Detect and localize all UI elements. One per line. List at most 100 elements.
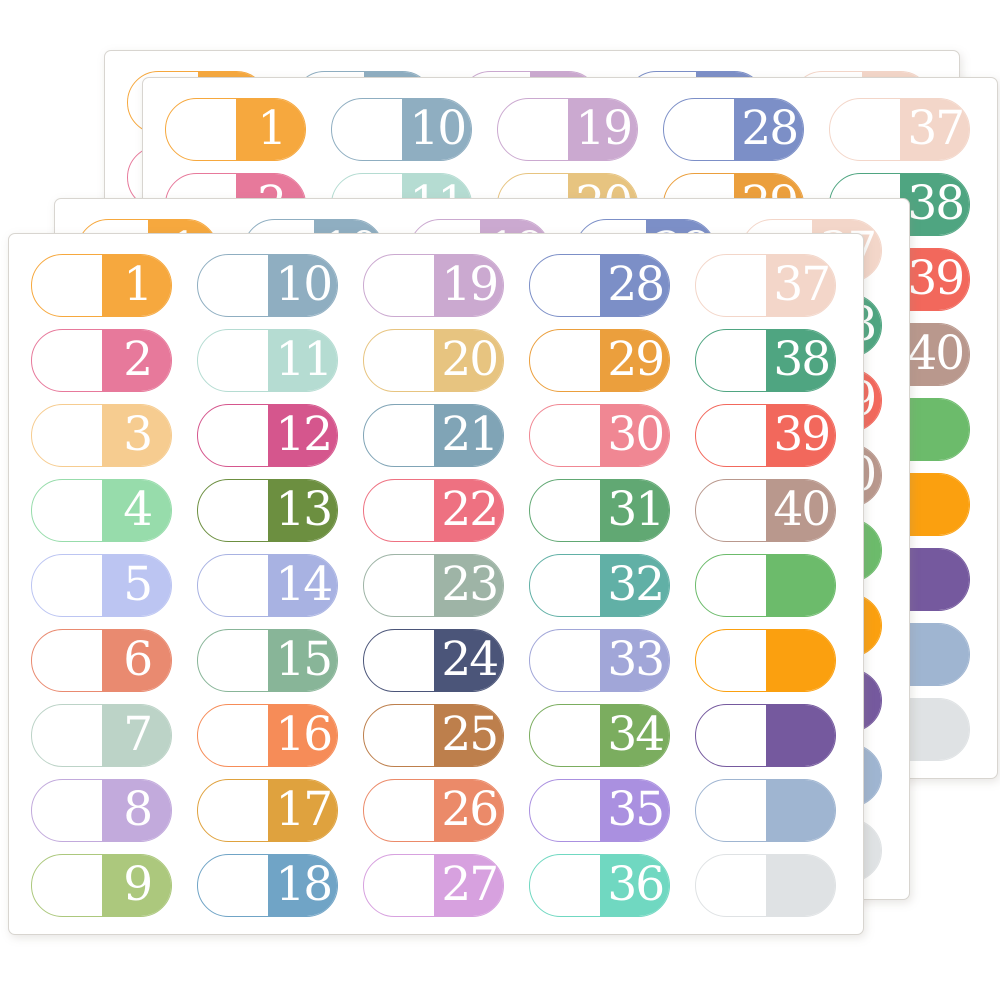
- pill-number-31: 31: [607, 482, 665, 537]
- pill-number-17: 17: [275, 782, 333, 837]
- pill-number-36: 36: [607, 857, 665, 912]
- pill-color-half: 29: [599, 330, 669, 391]
- pill-number-33: 33: [607, 632, 665, 687]
- pill-7: 7: [31, 704, 172, 767]
- pill-color-half: 19: [567, 99, 637, 160]
- pill-number-9: 9: [123, 857, 153, 912]
- pill-blank-3: [695, 704, 836, 767]
- pill-number-39: 39: [773, 407, 831, 462]
- pill-30: 30: [529, 404, 670, 467]
- pill-number-39: 39: [907, 251, 965, 306]
- pill-33: 33: [529, 629, 670, 692]
- pill-5: 5: [31, 554, 172, 617]
- pill-28: 28: [663, 98, 804, 161]
- pill-18: 18: [197, 854, 338, 917]
- pill-color-half: 35: [599, 780, 669, 841]
- pill-color-half: [899, 399, 969, 460]
- pill-color-half: 22: [433, 480, 503, 541]
- pill-9: 9: [31, 854, 172, 917]
- pill-34: 34: [529, 704, 670, 767]
- pill-blank-1: [695, 554, 836, 617]
- pill-number-38: 38: [907, 176, 965, 231]
- pill-color-half: 12: [267, 405, 337, 466]
- pill-color-half: 40: [899, 324, 969, 385]
- pill-color-half: 33: [599, 630, 669, 691]
- pill-color-half: 7: [101, 705, 171, 766]
- pill-color-half: 24: [433, 630, 503, 691]
- pill-number-8: 8: [123, 782, 153, 837]
- pill-color-half: 40: [765, 480, 835, 541]
- pill-color-half: 27: [433, 855, 503, 916]
- pill-color-half: 38: [765, 330, 835, 391]
- pill-10: 10: [331, 98, 472, 161]
- pill-number-34: 34: [607, 707, 665, 762]
- pill-color-half: 21: [433, 405, 503, 466]
- pill-color-half: [765, 555, 835, 616]
- pill-color-half: [765, 630, 835, 691]
- pill-color-half: 8: [101, 780, 171, 841]
- pill-17: 17: [197, 779, 338, 842]
- pill-color-half: 15: [267, 630, 337, 691]
- pill-13: 13: [197, 479, 338, 542]
- pill-color-half: 37: [899, 99, 969, 160]
- pill-number-30: 30: [607, 407, 665, 462]
- pill-color-half: 31: [599, 480, 669, 541]
- pill-19: 19: [363, 254, 504, 317]
- pill-23: 23: [363, 554, 504, 617]
- pill-1: 1: [165, 98, 306, 161]
- pill-39: 39: [695, 404, 836, 467]
- pill-color-half: 6: [101, 630, 171, 691]
- pill-color-half: [765, 780, 835, 841]
- pill-color-half: 10: [401, 99, 471, 160]
- pill-color-half: 3: [101, 405, 171, 466]
- pill-number-21: 21: [441, 407, 499, 462]
- pill-color-half: 28: [599, 255, 669, 316]
- pill-16: 16: [197, 704, 338, 767]
- pill-number-19: 19: [575, 101, 633, 156]
- pill-number-2: 2: [123, 332, 153, 387]
- pill-number-11: 11: [275, 332, 333, 387]
- pill-27: 27: [363, 854, 504, 917]
- pill-29: 29: [529, 329, 670, 392]
- pill-15: 15: [197, 629, 338, 692]
- pill-number-1: 1: [123, 257, 153, 312]
- pill-blank-4: [695, 779, 836, 842]
- pill-number-23: 23: [441, 557, 499, 612]
- pill-25: 25: [363, 704, 504, 767]
- pill-37: 37: [695, 254, 836, 317]
- pill-24: 24: [363, 629, 504, 692]
- pill-28: 28: [529, 254, 670, 317]
- pill-color-half: 17: [267, 780, 337, 841]
- sticker-sheet-front: 1 2 3 4 5 6 7 8 9 10 11 12 13 14 15 16 17 18 19 20 21 22 23 24 2…: [8, 233, 864, 935]
- pill-number-5: 5: [123, 557, 153, 612]
- pill-1: 1: [31, 254, 172, 317]
- pill-number-7: 7: [123, 707, 153, 762]
- pill-number-20: 20: [441, 332, 499, 387]
- pill-color-half: 34: [599, 705, 669, 766]
- pill-number-38: 38: [773, 332, 831, 387]
- pill-4: 4: [31, 479, 172, 542]
- pill-12: 12: [197, 404, 338, 467]
- pill-8: 8: [31, 779, 172, 842]
- pill-number-10: 10: [275, 257, 333, 312]
- pill-number-27: 27: [441, 857, 499, 912]
- pill-color-half: 1: [235, 99, 305, 160]
- pill-number-28: 28: [741, 101, 799, 156]
- pill-36: 36: [529, 854, 670, 917]
- pill-32: 32: [529, 554, 670, 617]
- pill-26: 26: [363, 779, 504, 842]
- pill-number-14: 14: [275, 557, 333, 612]
- pill-22: 22: [363, 479, 504, 542]
- pill-6: 6: [31, 629, 172, 692]
- pill-number-6: 6: [123, 632, 153, 687]
- pill-color-half: [765, 705, 835, 766]
- pill-11: 11: [197, 329, 338, 392]
- pill-color-half: 14: [267, 555, 337, 616]
- pill-40: 40: [695, 479, 836, 542]
- pill-10: 10: [197, 254, 338, 317]
- pill-color-half: 18: [267, 855, 337, 916]
- pill-color-half: [899, 474, 969, 535]
- pill-color-half: 39: [765, 405, 835, 466]
- pill-35: 35: [529, 779, 670, 842]
- pill-color-half: 28: [733, 99, 803, 160]
